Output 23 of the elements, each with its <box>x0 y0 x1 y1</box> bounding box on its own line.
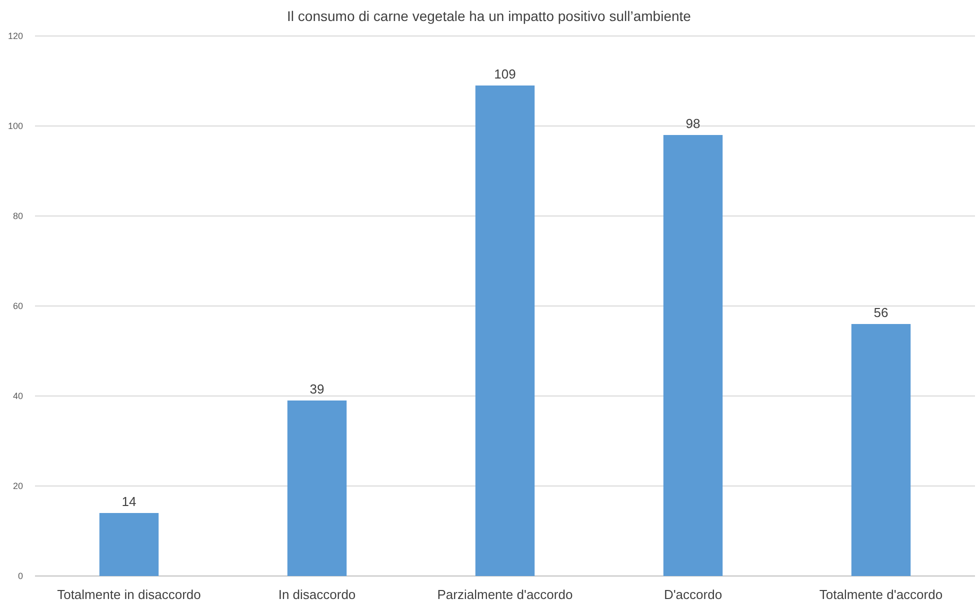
bar <box>663 135 723 576</box>
y-tick-label: 60 <box>12 301 23 311</box>
data-label: 98 <box>686 116 700 131</box>
bar <box>851 324 911 576</box>
y-tick-label: 20 <box>12 481 23 491</box>
x-tick-label: Totalmente d'accordo <box>819 587 943 602</box>
x-tick-label: D'accordo <box>664 587 722 602</box>
data-label: 39 <box>310 382 324 396</box>
x-tick-label: In disaccordo <box>278 587 356 602</box>
bar <box>99 513 159 576</box>
y-tick-label: 40 <box>12 391 23 401</box>
x-tick-label: Parzialmente d'accordo <box>437 587 573 602</box>
y-tick-label: 100 <box>8 121 23 131</box>
data-label: 109 <box>494 66 516 82</box>
data-label: 56 <box>874 305 888 320</box>
bar <box>475 86 535 576</box>
data-label: 14 <box>122 494 136 509</box>
y-tick-label: 80 <box>12 211 23 221</box>
chart-title: Il consumo di carne vegetale ha un impatto positivo sull’ambiente <box>287 8 692 24</box>
x-tick-label: Totalmente in disaccordo <box>57 587 201 602</box>
bar <box>287 400 347 576</box>
y-tick-label: 120 <box>8 31 23 41</box>
y-tick-label: 0 <box>18 571 23 581</box>
